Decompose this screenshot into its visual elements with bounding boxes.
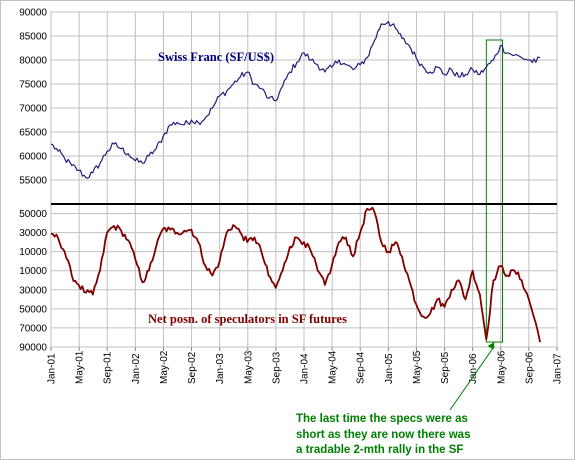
upper-series-title: Swiss Franc (SF/US$) xyxy=(158,50,274,64)
sf-price-line xyxy=(50,21,541,179)
annotation-arrow xyxy=(449,342,495,411)
y-tick-label: 10000 xyxy=(19,247,47,258)
x-tick-label: Jan-05 xyxy=(384,353,395,384)
y-tick-label: 10000 xyxy=(19,266,47,277)
y-tick-label: 75000 xyxy=(19,80,47,91)
x-tick-label: May-02 xyxy=(159,350,170,384)
annotation-line-3: a tradable 2-mth rally in the SF xyxy=(296,444,464,456)
x-tick-label: Sep-06 xyxy=(524,351,535,384)
annotation-line-1: The last time the specs were as xyxy=(296,413,468,425)
x-tick-label: Sep-02 xyxy=(187,351,198,384)
x-tick-label: Sep-05 xyxy=(440,351,451,384)
speculator-position-line xyxy=(50,206,541,343)
y-tick-label: 70000 xyxy=(19,323,47,334)
y-tick-label: 70000 xyxy=(19,104,47,115)
y-tick-label: 80000 xyxy=(19,56,47,67)
tick-labels: Jan-01 May-01 Sep-01 Jan-02 May-02 Sep-02 Jan-… xyxy=(19,8,563,385)
x-tick-label: Jan-04 xyxy=(300,353,311,384)
x-tick-label: Sep-04 xyxy=(356,351,367,384)
arrow-shaft xyxy=(449,345,495,411)
y-tick-label: 90000 xyxy=(19,343,47,354)
x-tick-label: Jan-06 xyxy=(468,353,479,384)
y-tick-label: 30000 xyxy=(19,228,47,239)
x-tick-label: Jan-02 xyxy=(131,353,142,384)
series-group xyxy=(50,21,541,343)
grid xyxy=(50,11,558,351)
annotation-text: The last time the specs were as short as… xyxy=(296,412,536,459)
y-tick-label: 30000 xyxy=(19,285,47,296)
arrow-head xyxy=(487,342,495,350)
x-tick-label: Jan-07 xyxy=(553,353,564,384)
x-tick-label: May-05 xyxy=(412,350,423,384)
x-tick-label: May-04 xyxy=(328,350,339,384)
x-tick-label: Sep-01 xyxy=(103,351,114,384)
x-tick-label: Sep-03 xyxy=(271,351,282,384)
lower-series-title: Net posn. of speculators in SF futures xyxy=(148,312,347,326)
x-tick-label: May-03 xyxy=(243,350,254,384)
y-tick-label: 50000 xyxy=(19,304,47,315)
y-tick-label: 85000 xyxy=(19,32,47,43)
x-tick-label: May-01 xyxy=(75,350,86,384)
y-tick-label: 55000 xyxy=(19,176,47,187)
x-tick-label: Jan-01 xyxy=(47,353,58,384)
y-tick-label: 60000 xyxy=(19,152,47,163)
y-tick-label: 90000 xyxy=(19,8,47,19)
y-tick-label: 65000 xyxy=(19,128,47,139)
annotation-line-2: short as they are now there was xyxy=(296,428,471,441)
x-tick-label: May-06 xyxy=(496,350,507,384)
x-tick-label: Jan-03 xyxy=(215,353,226,384)
y-tick-label: 50000 xyxy=(19,209,47,220)
